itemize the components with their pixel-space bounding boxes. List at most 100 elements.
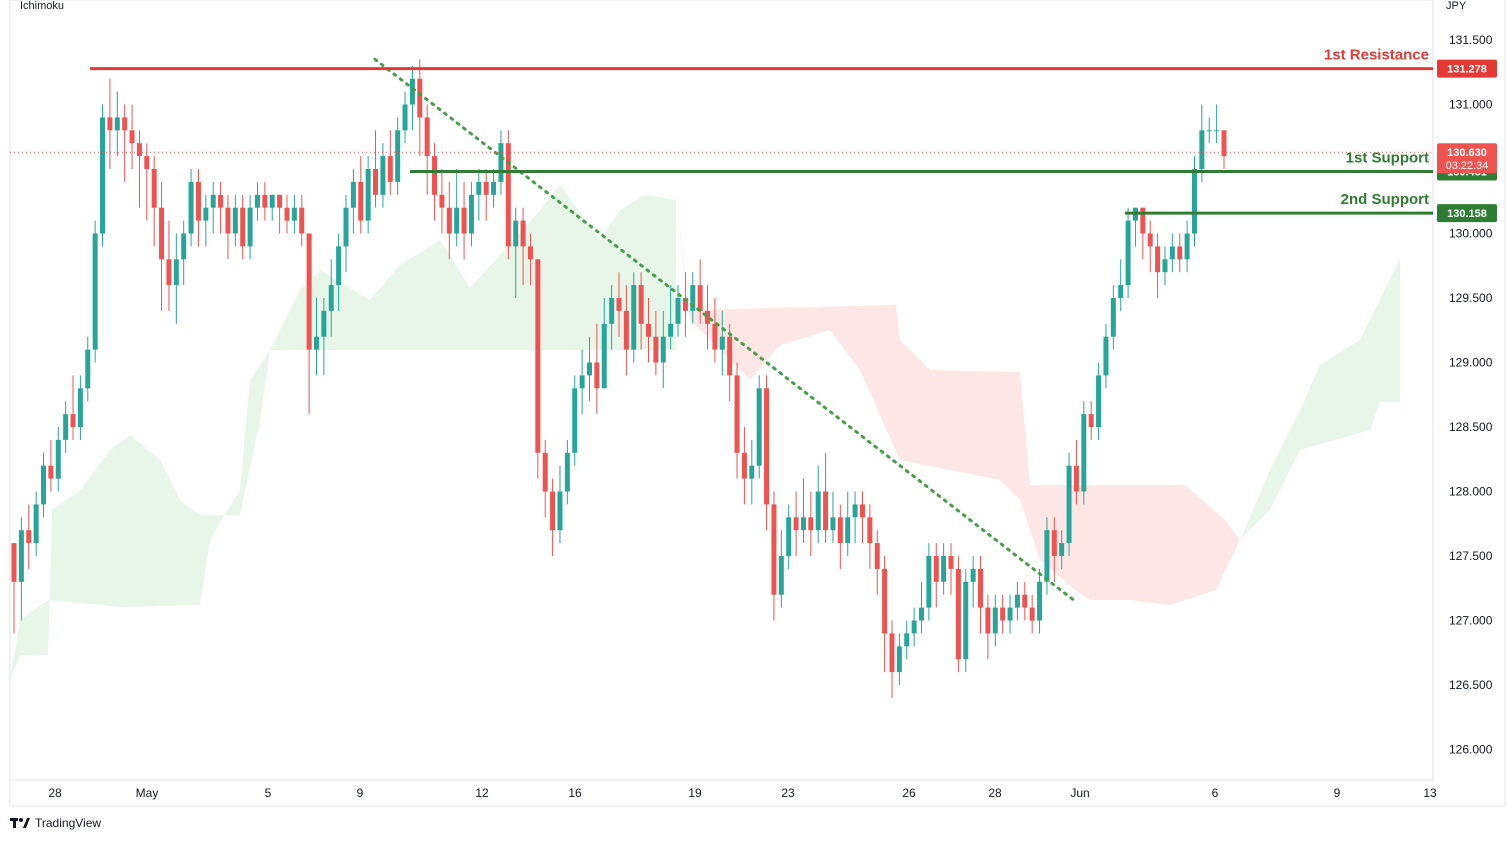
candle[interactable] xyxy=(1022,581,1028,621)
candle[interactable] xyxy=(1140,207,1146,260)
candle[interactable] xyxy=(911,607,917,647)
candle[interactable] xyxy=(225,194,231,260)
candle[interactable] xyxy=(232,194,238,247)
candle[interactable] xyxy=(660,310,666,389)
candle[interactable] xyxy=(107,78,113,169)
candle[interactable] xyxy=(1081,401,1087,505)
candle[interactable] xyxy=(284,194,290,234)
candle[interactable] xyxy=(992,594,998,647)
candle[interactable] xyxy=(63,401,69,453)
candle[interactable] xyxy=(291,194,297,234)
candle[interactable] xyxy=(675,285,681,337)
candle[interactable] xyxy=(181,220,187,286)
candle[interactable] xyxy=(210,181,216,234)
candle[interactable] xyxy=(1214,104,1220,144)
candle[interactable] xyxy=(358,156,364,234)
candle[interactable] xyxy=(203,194,209,247)
candle[interactable] xyxy=(409,65,415,131)
candle[interactable] xyxy=(926,543,932,621)
candle[interactable] xyxy=(889,620,895,698)
candle[interactable] xyxy=(572,375,578,466)
candle[interactable] xyxy=(1073,439,1079,505)
candle[interactable] xyxy=(941,543,947,595)
candle[interactable] xyxy=(579,349,585,415)
candle[interactable] xyxy=(513,207,519,298)
candle[interactable] xyxy=(771,491,777,621)
candle[interactable] xyxy=(978,556,984,634)
candle[interactable] xyxy=(159,181,165,311)
candle[interactable] xyxy=(277,194,283,234)
candle[interactable] xyxy=(269,194,275,221)
candle[interactable] xyxy=(874,530,880,595)
candle[interactable] xyxy=(601,298,607,389)
candle[interactable] xyxy=(719,310,725,376)
candle[interactable] xyxy=(505,130,511,260)
candle[interactable] xyxy=(1051,517,1057,582)
candle[interactable] xyxy=(41,452,47,518)
candle[interactable] xyxy=(1096,362,1102,440)
candle[interactable] xyxy=(173,233,179,324)
candle[interactable] xyxy=(882,556,888,673)
candle[interactable] xyxy=(933,543,939,608)
candle[interactable] xyxy=(55,427,61,492)
candle[interactable] xyxy=(845,491,851,557)
candle[interactable] xyxy=(616,272,622,337)
candle[interactable] xyxy=(668,285,674,350)
candle[interactable] xyxy=(690,272,696,324)
candle[interactable] xyxy=(1184,220,1190,273)
candle[interactable] xyxy=(483,169,489,221)
candle[interactable] xyxy=(100,104,106,247)
candle[interactable] xyxy=(727,323,733,402)
candle[interactable] xyxy=(564,439,570,505)
candle[interactable] xyxy=(218,181,224,234)
candle[interactable] xyxy=(380,143,386,208)
candle[interactable] xyxy=(749,439,755,505)
candle[interactable] xyxy=(808,491,814,557)
candle[interactable] xyxy=(328,259,334,337)
candle[interactable] xyxy=(122,104,128,182)
candle[interactable] xyxy=(852,491,858,544)
candle[interactable] xyxy=(985,594,991,660)
candle[interactable] xyxy=(550,478,556,556)
candle[interactable] xyxy=(527,233,533,286)
candle[interactable] xyxy=(166,220,172,311)
candle[interactable] xyxy=(188,169,194,247)
candle[interactable] xyxy=(314,298,319,376)
candle[interactable] xyxy=(557,465,563,544)
descending-trendline[interactable] xyxy=(373,57,1077,603)
candle[interactable] xyxy=(439,169,445,234)
plot-area[interactable] xyxy=(9,0,1434,781)
candle[interactable] xyxy=(240,194,246,260)
candle[interactable] xyxy=(1118,259,1124,311)
candle[interactable] xyxy=(365,156,371,234)
candle[interactable] xyxy=(778,530,784,608)
candle[interactable] xyxy=(1066,452,1072,556)
candle[interactable] xyxy=(343,194,349,273)
candle[interactable] xyxy=(26,504,32,569)
candle[interactable] xyxy=(144,143,150,221)
candle[interactable] xyxy=(114,91,120,157)
candle[interactable] xyxy=(646,298,652,363)
candle[interactable] xyxy=(586,336,592,402)
candle[interactable] xyxy=(1059,530,1065,569)
candle[interactable] xyxy=(609,285,615,350)
candle[interactable] xyxy=(741,427,747,505)
candle[interactable] xyxy=(432,143,438,221)
candle[interactable] xyxy=(520,207,526,286)
candle[interactable] xyxy=(623,285,629,376)
candle[interactable] xyxy=(498,130,504,195)
candle[interactable] xyxy=(1147,220,1153,273)
candle[interactable] xyxy=(867,504,873,569)
candle[interactable] xyxy=(705,285,711,350)
candle[interactable] xyxy=(491,169,497,208)
candle[interactable] xyxy=(33,491,39,557)
candle[interactable] xyxy=(823,452,829,544)
candle[interactable] xyxy=(535,259,541,479)
candle[interactable] xyxy=(1162,246,1168,286)
candle[interactable] xyxy=(948,543,954,595)
candle[interactable] xyxy=(136,130,142,208)
candle[interactable] xyxy=(151,156,157,247)
candle[interactable] xyxy=(336,233,342,311)
